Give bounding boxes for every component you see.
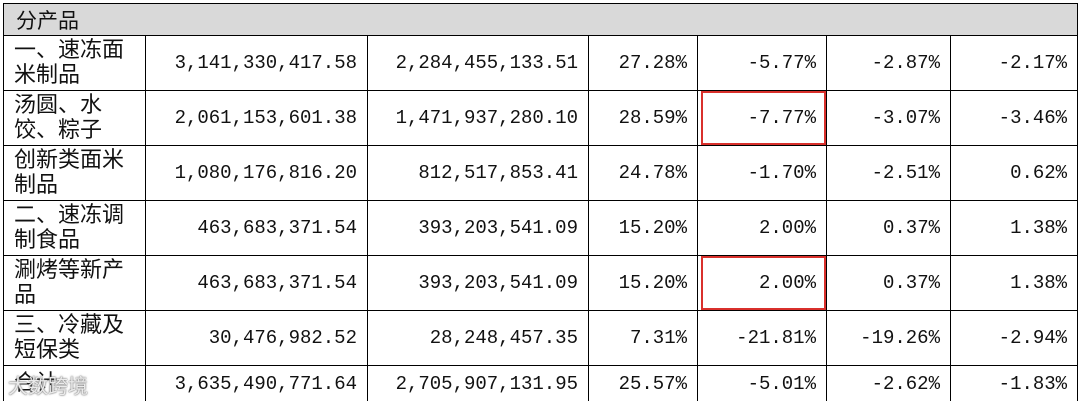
value-cell: -1.83% <box>949 365 1079 401</box>
value-cell: 463,683,371.54 <box>145 255 368 311</box>
value-cell: -3.46% <box>949 90 1079 146</box>
row-label: 一、速冻面米制品 <box>3 35 146 91</box>
header-row: 分产品 <box>2 3 1079 36</box>
value-cell: -2.94% <box>949 310 1079 366</box>
value-cell: 1.38% <box>949 255 1079 311</box>
value-cell: 393,203,541.09 <box>367 255 589 311</box>
value-cell: 24.78% <box>588 145 698 201</box>
table-row: 汤圆、水饺、粽子 2,061,153,601.38 1,471,937,280.10… <box>3 90 1079 146</box>
value-cell: 3,635,490,771.64 <box>145 365 368 401</box>
value-cell: 0.37% <box>826 255 951 311</box>
watermark: 大数跨境 <box>8 374 88 398</box>
value-cell: 1,080,176,816.20 <box>145 145 368 201</box>
value-cell: 812,517,853.41 <box>367 145 589 201</box>
value-cell: -2.62% <box>826 365 951 401</box>
highlighted-cell: 2.00% <box>697 255 827 311</box>
table-row: 二、速冻调制食品 463,683,371.54 393,203,541.09 15.2… <box>3 200 1079 256</box>
table-row: 涮烤等新产品 463,683,371.54 393,203,541.09 15.20%… <box>3 255 1079 311</box>
value-cell: -2.51% <box>826 145 951 201</box>
value-cell: -3.07% <box>826 90 951 146</box>
value-cell: 463,683,371.54 <box>145 200 368 256</box>
value-cell: 3,141,330,417.58 <box>145 35 368 91</box>
value-cell: -5.77% <box>697 35 827 91</box>
table-row: 创新类面米制品 1,080,176,816.20 812,517,853.41 24.… <box>3 145 1079 201</box>
value-cell: 2,284,455,133.51 <box>367 35 589 91</box>
value-cell: 25.57% <box>588 365 698 401</box>
value-cell: -2.87% <box>826 35 951 91</box>
value-cell: 28,248,457.35 <box>367 310 589 366</box>
value-cell: 2,061,153,601.38 <box>145 90 368 146</box>
row-label: 涮烤等新产品 <box>3 255 146 311</box>
value-cell: 30,476,982.52 <box>145 310 368 366</box>
product-table: 分产品 一、速冻面米制品 3,141,330,417.58 2,284,455,13… <box>2 3 1079 401</box>
table-row: 一、速冻面米制品 3,141,330,417.58 2,284,455,133.51… <box>3 35 1079 91</box>
value-cell: -2.17% <box>949 35 1079 91</box>
row-label: 汤圆、水饺、粽子 <box>3 90 146 146</box>
table-body: 分产品 一、速冻面米制品 3,141,330,417.58 2,284,455,13… <box>2 3 1079 401</box>
value-cell: 2,705,907,131.95 <box>367 365 589 401</box>
value-cell: 28.59% <box>588 90 698 146</box>
value-cell: 393,203,541.09 <box>367 200 589 256</box>
value-cell: 1.38% <box>949 200 1079 256</box>
header-title: 分产品 <box>2 3 1079 36</box>
value-cell: -21.81% <box>697 310 827 366</box>
highlighted-cell: -7.77% <box>697 90 827 146</box>
value-cell: 27.28% <box>588 35 698 91</box>
row-label: 二、速冻调制食品 <box>3 200 146 256</box>
value-cell: 1,471,937,280.10 <box>367 90 589 146</box>
row-label: 三、冷藏及短保类 <box>3 310 146 366</box>
value-cell: 0.37% <box>826 200 951 256</box>
table-row: 合计 3,635,490,771.64 2,705,907,131.95 25.57%… <box>3 365 1079 401</box>
value-cell: 15.20% <box>588 200 698 256</box>
table-row: 三、冷藏及短保类 30,476,982.52 28,248,457.35 7.31% -… <box>3 310 1079 366</box>
value-cell: 2.00% <box>697 200 827 256</box>
row-label: 创新类面米制品 <box>3 145 146 201</box>
value-cell: 0.62% <box>949 145 1079 201</box>
value-cell: -1.70% <box>697 145 827 201</box>
value-cell: 15.20% <box>588 255 698 311</box>
value-cell: -19.26% <box>826 310 951 366</box>
row-label: 合计 <box>3 365 146 401</box>
value-cell: -5.01% <box>697 365 827 401</box>
value-cell: 7.31% <box>588 310 698 366</box>
